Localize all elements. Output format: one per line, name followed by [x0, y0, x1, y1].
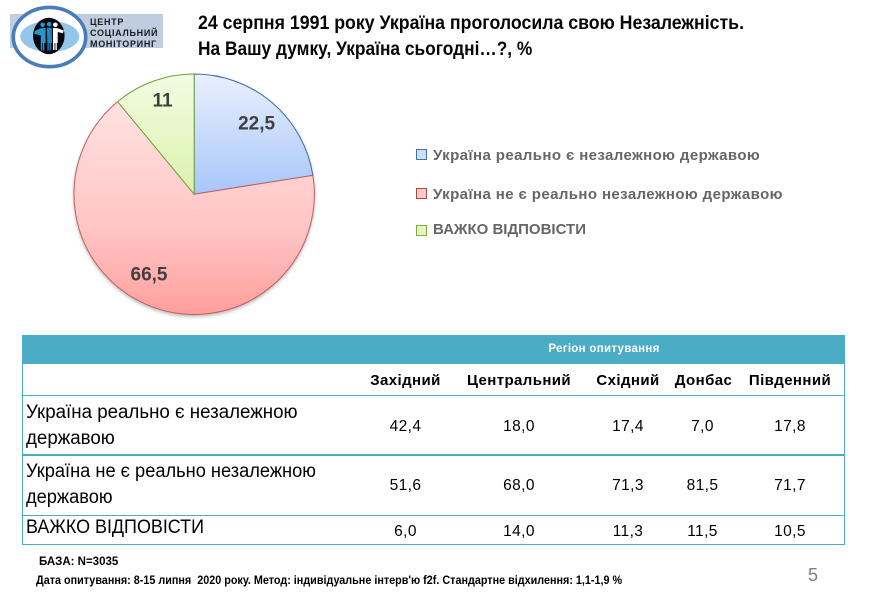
svg-text:11: 11	[152, 90, 173, 111]
svg-text:66,5: 66,5	[131, 265, 168, 286]
svg-text:22,5: 22,5	[238, 114, 275, 135]
